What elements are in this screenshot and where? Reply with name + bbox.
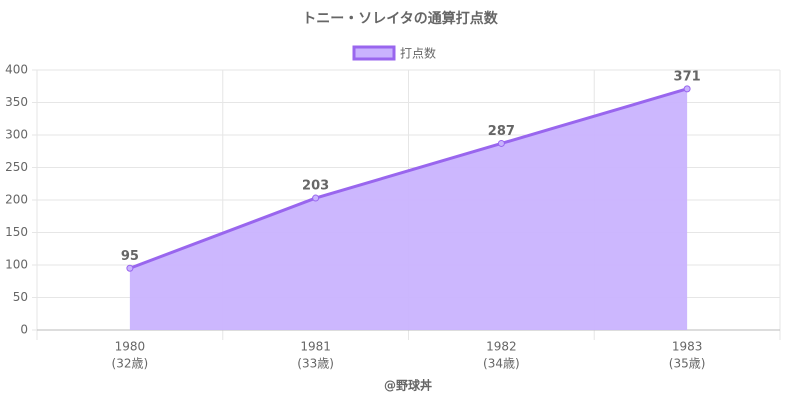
x-tick-label: 1983 [672,340,703,354]
y-tick-label: 50 [13,290,28,304]
point [126,264,134,272]
point [312,194,320,202]
line [129,87,688,270]
x-tick-label: 1980 [115,340,146,354]
x-tick-label: 1982 [486,340,517,354]
value-label: 371 [674,69,701,84]
x-tick-sublabel: (32歳) [112,357,149,371]
legend-label: 打点数 [400,46,436,61]
y-tick-label: 250 [5,160,28,174]
y-tick-label: 200 [5,193,28,207]
x-tick-sublabel: (34歳) [483,357,520,371]
point [683,85,691,93]
y-tick-label: 0 [20,323,28,337]
y-tick-label: 100 [5,258,28,272]
value-label: 287 [488,124,515,139]
x-tick-sublabel: (33歳) [297,357,334,371]
y-tick-label: 150 [5,225,28,239]
x-tick-label: 1981 [300,340,331,354]
value-label: 203 [302,179,329,194]
area [129,88,688,330]
point [497,139,505,147]
legend-swatch [352,45,396,61]
y-tick-label: 400 [5,63,28,77]
value-label: 95 [121,249,139,264]
x-axis-title: @野球丼 [384,378,432,393]
x-tick-sublabel: (35歳) [669,357,706,371]
y-tick-label: 300 [5,128,28,142]
chart-title: トニー・ソレイタの通算打点数 [302,10,498,27]
y-tick-label: 350 [5,95,28,109]
